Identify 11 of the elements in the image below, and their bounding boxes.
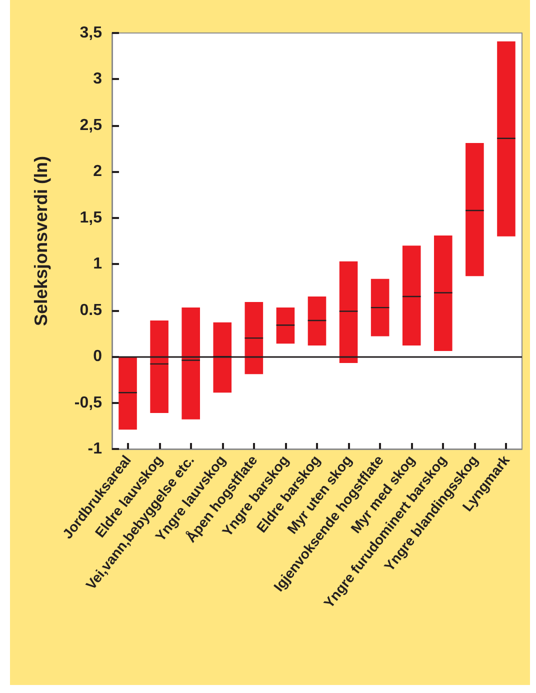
y-axis-title: Seleksjonsverdi (ln) <box>31 156 51 326</box>
y-tick-label: 3 <box>93 70 102 88</box>
y-tick-label: 1,5 <box>80 209 102 226</box>
y-tick-label: 0.5 <box>80 302 102 319</box>
y-tick-label: 1 <box>93 256 102 273</box>
y-tick-label: -1 <box>88 440 102 458</box>
y-tick-label: 3,5 <box>80 24 102 42</box>
y-tick-label: 2,5 <box>80 116 102 134</box>
y-tick-label: 2 <box>93 163 102 180</box>
y-tick-label: 0 <box>93 348 102 366</box>
y-tick-label: -0,5 <box>74 394 102 412</box>
